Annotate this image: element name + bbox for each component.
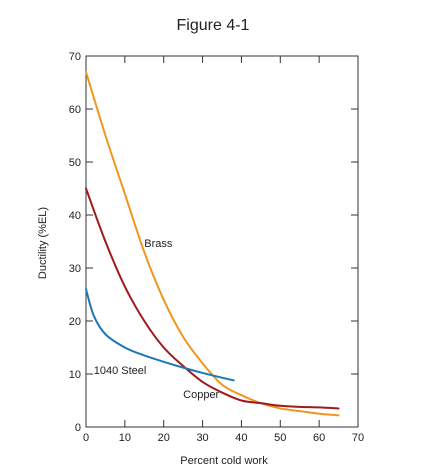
series-label-1040-steel: 1040 Steel: [94, 365, 147, 377]
x-tick-label: 0: [83, 432, 89, 444]
y-axis-label: Ductility (%EL): [37, 207, 49, 279]
y-tick-label: 50: [69, 157, 81, 169]
series-line-1040-steel: [85, 288, 235, 382]
y-tick-label: 60: [69, 104, 81, 116]
series-line-brass: [85, 70, 340, 417]
series-lines: [85, 70, 340, 417]
axis-tick-labels: 0 10 20 30 40 50 60 70 0 10 20 30 40 50 60 70: [69, 51, 364, 444]
x-tick-label: 30: [196, 432, 208, 444]
series-labels: Brass Copper 1040 Steel: [94, 238, 220, 401]
x-tick-label: 10: [119, 432, 131, 444]
y-tick-label: 70: [69, 51, 81, 63]
x-axis-label: Percent cold work: [180, 455, 268, 467]
y-tick-label: 0: [75, 422, 81, 434]
x-tick-label: 50: [274, 432, 286, 444]
y-tick-label: 20: [69, 316, 81, 328]
series-label-copper: Copper: [183, 389, 219, 401]
chart-title: Figure 4-1: [177, 17, 250, 34]
plot-area: [85, 55, 359, 428]
axis-ticks: [86, 56, 358, 427]
x-tick-label: 40: [235, 432, 247, 444]
y-tick-label: 30: [69, 263, 81, 275]
series-line-copper: [85, 187, 340, 410]
x-tick-label: 20: [158, 432, 170, 444]
series-label-brass: Brass: [144, 238, 173, 250]
plot-frame: [85, 55, 359, 428]
x-tick-label: 60: [313, 432, 325, 444]
x-tick-label: 70: [352, 432, 364, 444]
y-tick-label: 10: [69, 369, 81, 381]
y-tick-label: 40: [69, 210, 81, 222]
